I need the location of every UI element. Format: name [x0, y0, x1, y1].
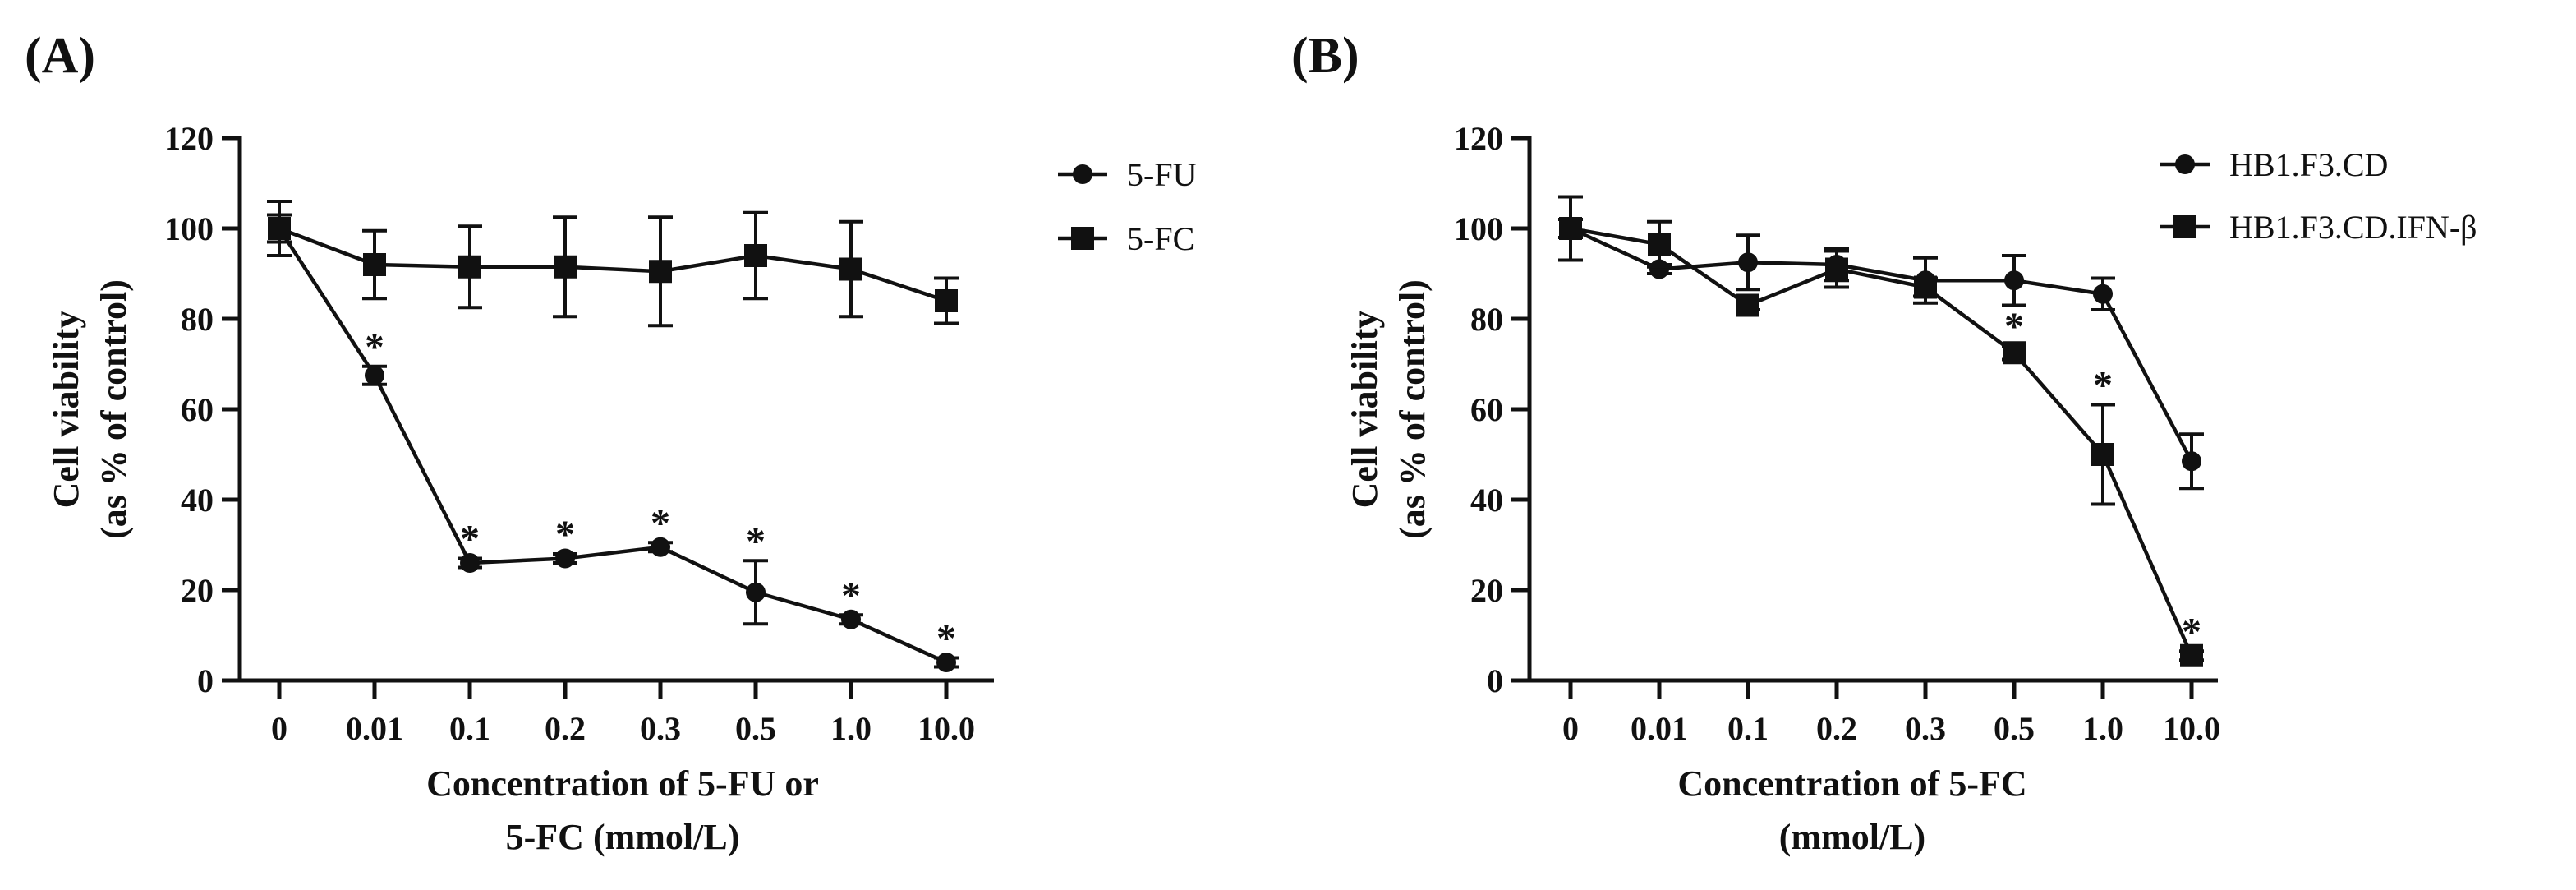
- panel-a-x-tick-label: 0.2: [545, 710, 586, 747]
- panel-a-data-point: [746, 582, 766, 602]
- panel-b-data-point: [2004, 270, 2024, 291]
- panel-b-data-point: [1914, 275, 1937, 299]
- panel-a-x-tick-label: 10.0: [918, 710, 975, 747]
- panel-a-series-line: [278, 226, 947, 303]
- panel-b-significance-star: *: [2004, 305, 2024, 348]
- panel-a-x-axis-title-line: 5-FC (mmol/L): [506, 817, 740, 857]
- panel-b-legend-marker: [2175, 154, 2195, 174]
- panel-b-data-point: [2182, 451, 2201, 472]
- panel-a-x-tick-label: 0.01: [346, 710, 403, 747]
- panel-a-legend-marker: [1071, 227, 1094, 250]
- panel-a-chart: (A) 0 20 40 60 80 100 120 0 0.01 0.1 0.2 0.3 0.5 1.0 10…: [25, 28, 1197, 857]
- panel-a-data-point: [554, 255, 577, 279]
- panel-a-series-0: * * * * * * *: [267, 213, 959, 672]
- panel-b-data-point: [1738, 252, 1758, 273]
- panel-b-data-point: [2093, 284, 2113, 304]
- panel-b-x-tick-label: 0.3: [1905, 710, 1946, 747]
- panel-b-panel-label: (B): [1291, 28, 1359, 84]
- panel-a-data-point: [841, 609, 861, 629]
- panel-a-x-tick-label: 0.3: [640, 710, 681, 747]
- panel-a-y-axis-title-line: (as % of control): [94, 279, 134, 539]
- panel-a-data-point: [365, 365, 384, 385]
- panel-a-y-tick-label: 0: [197, 662, 214, 699]
- panel-a-y-tick-label: 20: [181, 572, 214, 609]
- panel-a-x-tick-label: 0.5: [735, 710, 776, 747]
- panel-a-data-point: [555, 548, 575, 569]
- panel-b-y-axis-title-line: Cell viability: [1345, 311, 1385, 509]
- panel-b-x-tick-label: 0.01: [1631, 710, 1688, 747]
- panel-a-data-point: [935, 289, 958, 312]
- panel-a-series-1: [267, 200, 959, 328]
- panel-a-data-point: [840, 257, 862, 281]
- panel-a-x-axis-title-line: Concentration of 5-FU or: [426, 763, 819, 804]
- panel-a-legend-marker: [1073, 164, 1092, 184]
- panel-b-significance-star: *: [2093, 364, 2113, 408]
- panel-b-legend-marker: [2174, 215, 2196, 238]
- panel-a-data-point: [649, 260, 672, 284]
- panel-a-x-tick-label: 0.1: [449, 710, 490, 747]
- panel-b-series-line: [1570, 226, 2193, 463]
- panel-a-significance-star: *: [651, 501, 670, 545]
- panel-b-x-axis-title-line: (mmol/L): [1779, 817, 1925, 857]
- panel-a-data-point: [268, 217, 291, 240]
- panel-b-y-tick-label: 80: [1470, 301, 1503, 338]
- panel-b-series-1: * * *: [1558, 217, 2204, 667]
- panel-a-y-axis-title-line: Cell viability: [46, 311, 86, 509]
- panel-a-series-line: [278, 227, 947, 665]
- panel-b-x-axis-title-line: Concentration of 5-FC: [1677, 763, 2026, 804]
- panel-b-y-tick-label: 120: [1454, 120, 1503, 157]
- panel-b-y-tick-label: 20: [1470, 572, 1503, 609]
- panel-a-y-tick-label: 100: [164, 210, 214, 247]
- panel-b-data-point: [1559, 217, 1582, 240]
- panel-b-y-tick-label: 40: [1470, 482, 1503, 519]
- panel-b-legend-label: HB1.F3.CD.IFN-β: [2229, 209, 2477, 246]
- panel-a-data-point: [744, 244, 767, 267]
- panel-b-y-tick-label: 60: [1470, 391, 1503, 428]
- panel-a-significance-star: *: [365, 325, 384, 369]
- panel-b-x-tick-label: 0.2: [1816, 710, 1857, 747]
- panel-a-panel-label: (A): [25, 28, 95, 84]
- panel-b-data-point: [2180, 643, 2203, 667]
- panel-b-y-tick-label: 100: [1454, 210, 1503, 247]
- panel-a-data-point: [363, 253, 386, 276]
- panel-a-data-point: [460, 553, 480, 573]
- panel-a-significance-star: *: [460, 518, 480, 561]
- panel-b-data-point: [1736, 293, 1760, 317]
- panel-b-series-line: [1570, 226, 2194, 657]
- panel-a-legend-label: 5-FU: [1127, 156, 1197, 193]
- panel-b-y-tick-label: 0: [1487, 662, 1503, 699]
- panel-a-x-tick-label: 0: [271, 710, 288, 747]
- panel-b-x-tick-label: 0.5: [1994, 710, 2035, 747]
- panel-a-legend-label: 5-FC: [1127, 220, 1194, 257]
- panel-b-chart: (B) 0 20 40 60 80 100 120 0 0.01 0.1 0.2 0.3 0.5 1.0 10…: [1291, 28, 2477, 857]
- panel-a-significance-star: *: [555, 513, 575, 556]
- panel-a-data-point: [936, 653, 956, 672]
- panel-b-x-tick-label: 10.0: [2163, 710, 2220, 747]
- panel-b-x-tick-label: 0.1: [1727, 710, 1769, 747]
- panel-b-data-point: [2091, 443, 2114, 466]
- panel-a-x-tick-label: 1.0: [830, 710, 872, 747]
- panel-b-data-point: [1648, 233, 1671, 256]
- panel-a-y-tick-label: 40: [181, 482, 214, 519]
- panel-a-significance-star: *: [936, 617, 956, 661]
- panel-b-data-point: [1649, 259, 1669, 279]
- panel-b-data-point: [1825, 257, 1848, 281]
- panel-b-significance-star: *: [2182, 610, 2201, 653]
- panel-b-y-axis-title-line: (as % of control): [1392, 279, 1433, 539]
- panel-a-data-point: [458, 255, 481, 279]
- panel-b-x-tick-label: 0: [1562, 710, 1579, 747]
- panel-a-y-tick-label: 60: [181, 391, 214, 428]
- panel-b-legend-label: HB1.F3.CD: [2229, 146, 2388, 183]
- panel-b-x-tick-label: 1.0: [2082, 710, 2123, 747]
- panel-a-y-tick-label: 80: [181, 301, 214, 338]
- panel-a-data-point: [651, 537, 670, 557]
- panel-b-data-point: [2003, 341, 2026, 365]
- panel-a-y-tick-label: 120: [164, 120, 214, 157]
- panel-a-significance-star: *: [841, 574, 861, 617]
- panel-a-significance-star: *: [746, 519, 766, 563]
